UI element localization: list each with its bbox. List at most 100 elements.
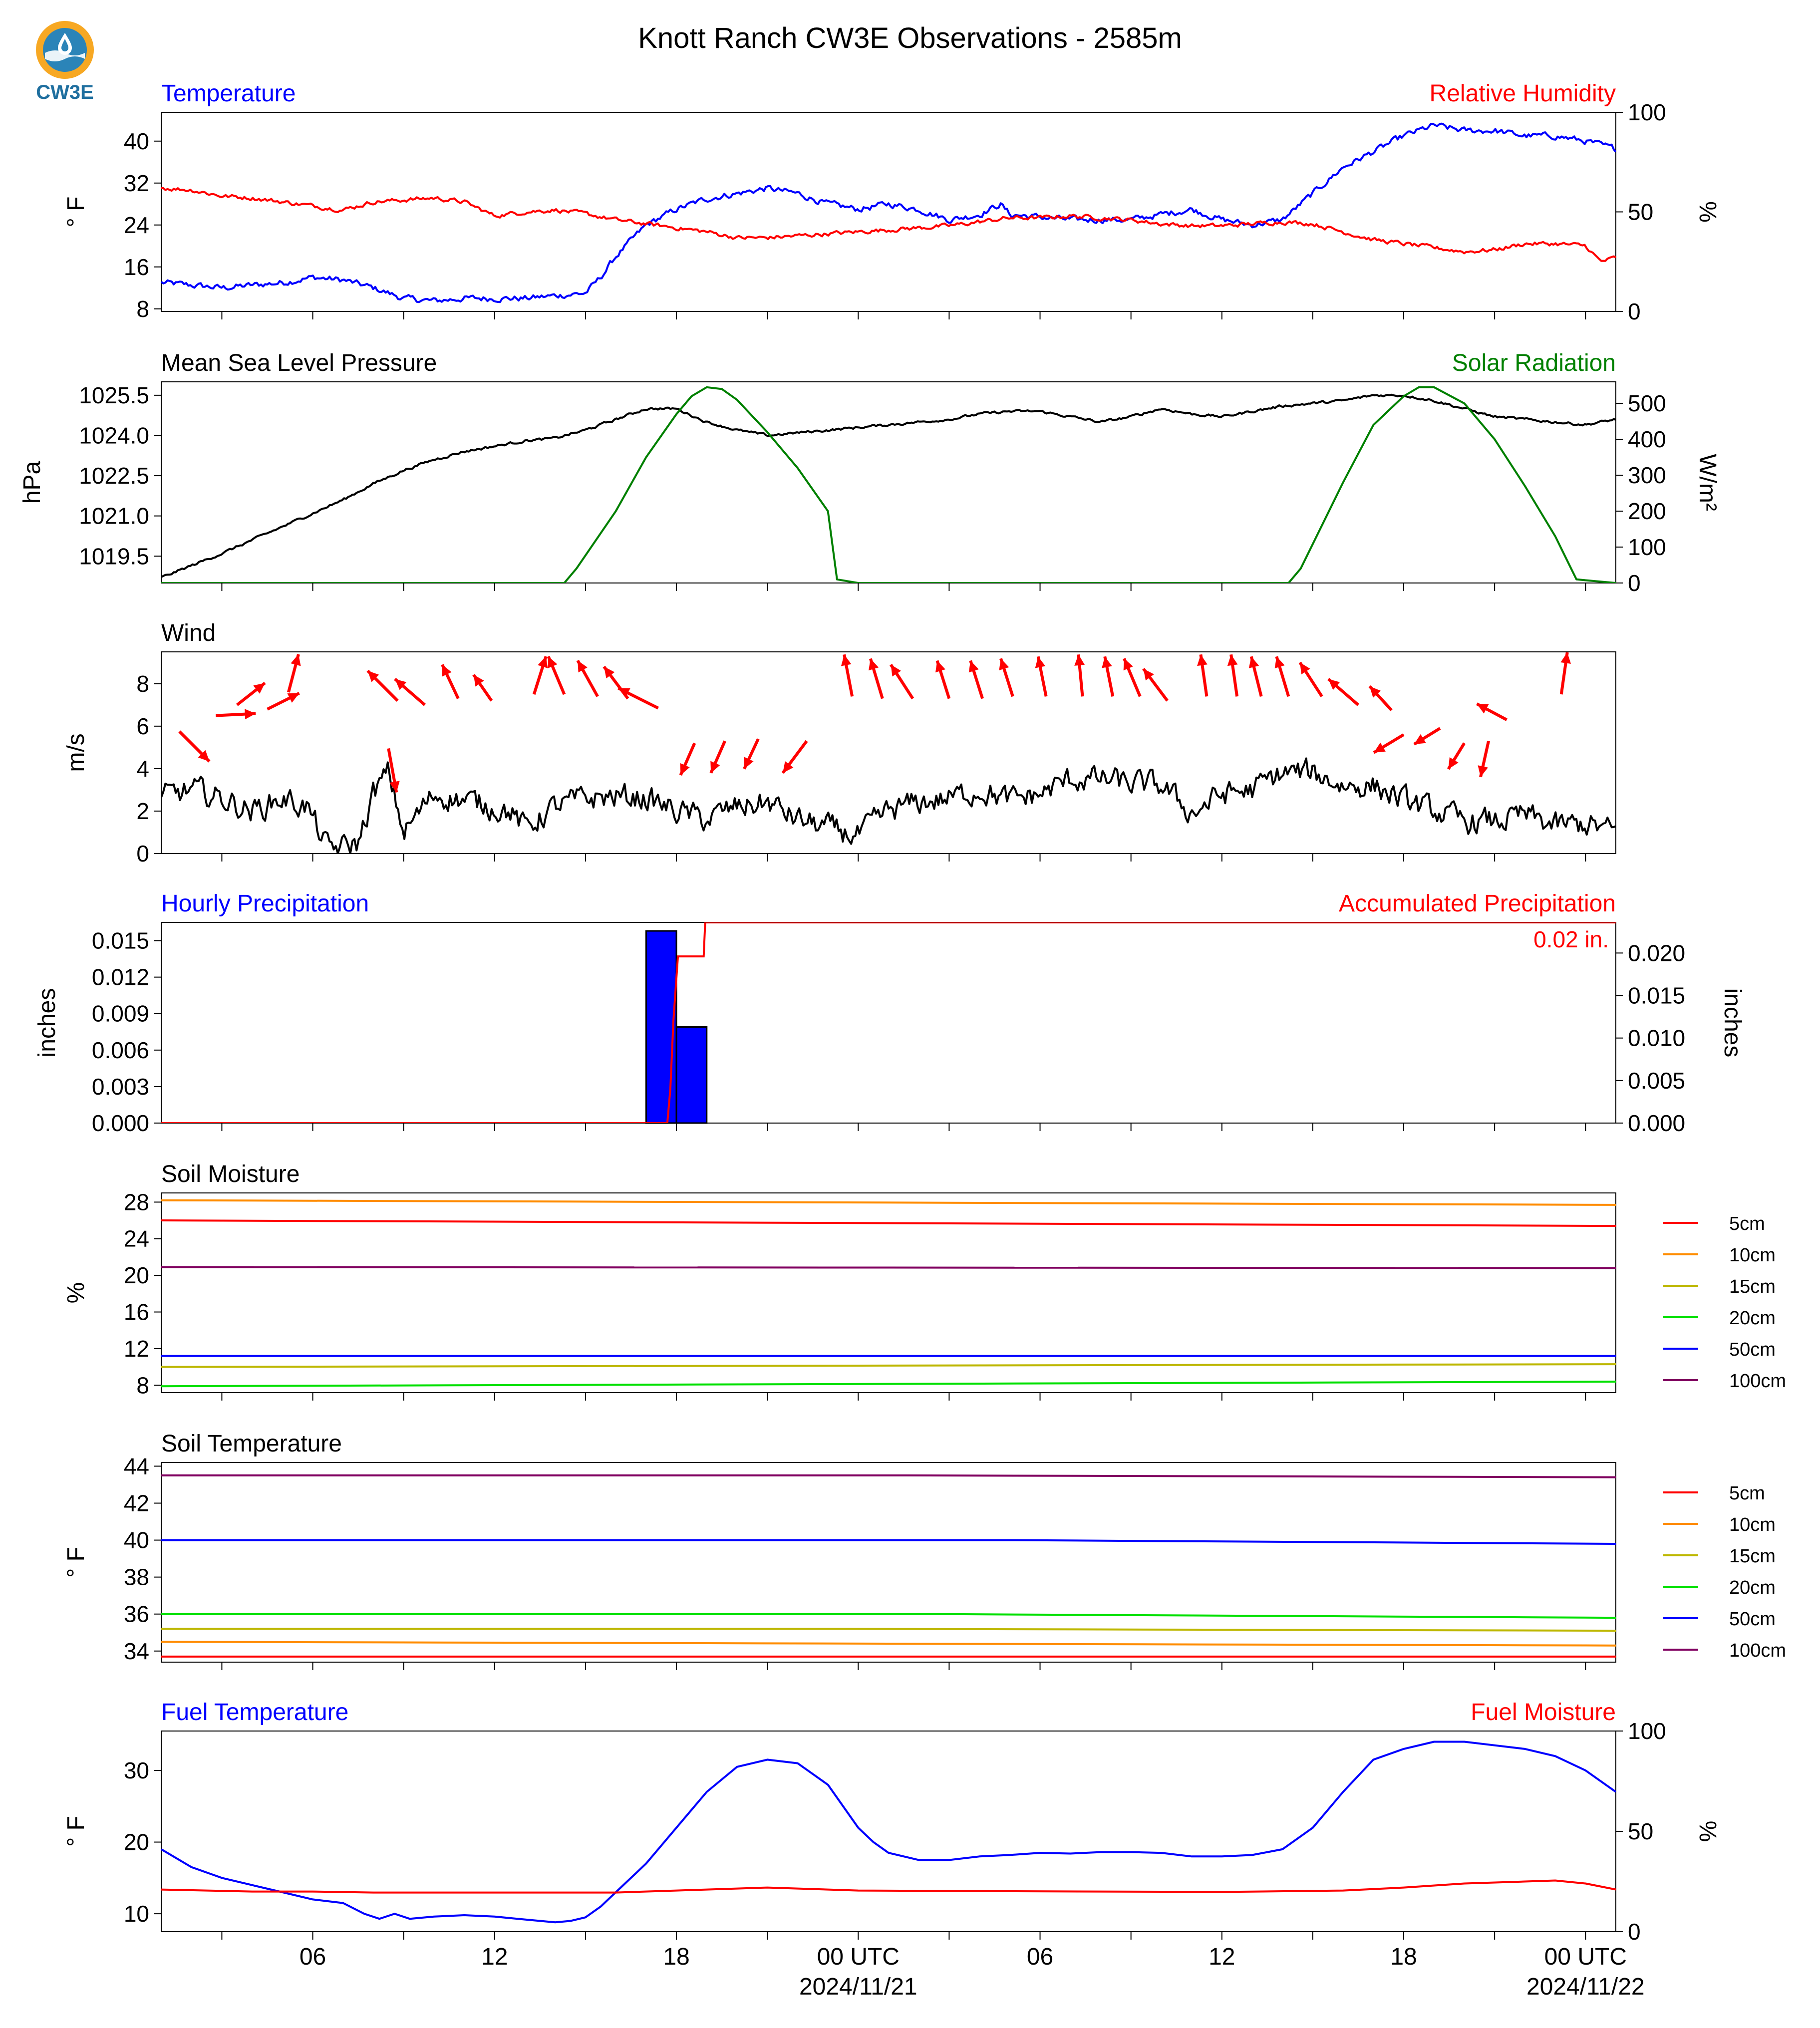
y-tick-label: 0 xyxy=(136,841,149,867)
y-tick-label: 42 xyxy=(124,1490,149,1516)
y-tick-label: 1024.0 xyxy=(79,422,149,448)
y-tick-label: 0.003 xyxy=(92,1074,149,1100)
series-line xyxy=(161,1740,1616,1924)
y-right-tick-label: 100 xyxy=(1628,534,1666,560)
y-right-tick-label: 100 xyxy=(1628,99,1666,125)
panel-precip: Hourly Precipitation Accumulated Precipit… xyxy=(34,890,1746,1136)
series-line xyxy=(161,1539,1616,1545)
wind-arrow-head xyxy=(1369,686,1381,698)
wind-arrow-head xyxy=(744,757,754,769)
legend-label: 20cm xyxy=(1729,1308,1776,1329)
y-tick-label: 8 xyxy=(136,296,149,322)
series-line xyxy=(161,1363,1616,1368)
wind-arrow-head xyxy=(1328,679,1340,690)
legend-label: 50cm xyxy=(1729,1609,1776,1630)
wind-arrow-head xyxy=(891,664,902,677)
panel-title-right: Relative Humidity xyxy=(1430,80,1616,107)
y-tick-label: 16 xyxy=(124,1299,149,1325)
y-tick-label: 12 xyxy=(124,1336,149,1362)
y-tick-label: 38 xyxy=(124,1564,149,1590)
wind-arrow-head xyxy=(618,688,630,698)
wind-arrow-head xyxy=(473,674,484,687)
wind-arrow-head xyxy=(1197,654,1208,666)
x-tick-label: 06 xyxy=(300,1944,326,1970)
panel-title-left: Soil Moisture xyxy=(161,1161,300,1187)
x-tick-label: 18 xyxy=(1390,1944,1417,1970)
panel-title-left: Fuel Temperature xyxy=(161,1699,348,1726)
y-tick-label: 0.015 xyxy=(92,928,149,954)
panel-soil_temp: Soil Temperature 34 36 38 40 42 44 ° F xyxy=(63,1431,1616,1670)
wind-arrow-head xyxy=(389,781,400,793)
plot-frame xyxy=(161,1731,1616,1932)
panel-title-left: Temperature xyxy=(161,80,296,107)
y-tick-label: 8 xyxy=(136,671,149,697)
plot-frame xyxy=(161,1192,1616,1393)
y-right-tick-label: 300 xyxy=(1628,462,1666,488)
y-tick-label: 34 xyxy=(124,1638,149,1664)
panel-temp_rh: Temperature Relative Humidity 8 16 24 32 40 ° F… xyxy=(63,80,1721,324)
y-tick-label: 1021.0 xyxy=(79,503,149,529)
y-tick-label: 8 xyxy=(136,1372,149,1398)
y-right-tick-label: 0 xyxy=(1628,570,1641,596)
wind-arrow-head xyxy=(1300,662,1310,675)
legend-label: 20cm xyxy=(1729,1577,1776,1598)
panel-title-left: Mean Sea Level Pressure xyxy=(161,350,437,376)
series-line xyxy=(161,1266,1616,1269)
x-tick-label: 12 xyxy=(481,1944,508,1970)
accum-precip-line xyxy=(161,922,1616,1123)
series-line xyxy=(161,757,1616,854)
x-tick-date-label: 2024/11/21 xyxy=(799,1974,917,2000)
legend-label: 100cm xyxy=(1729,1371,1786,1392)
wind-arrow-head xyxy=(1035,656,1046,668)
y-right-tick-label: 50 xyxy=(1628,1818,1653,1844)
y-right-axis-label: W/m² xyxy=(1694,454,1721,511)
wind-arrow-head xyxy=(1143,668,1154,681)
wind-arrow-head xyxy=(1227,654,1238,666)
wind-arrow-head xyxy=(198,750,210,762)
wind-arrow-head xyxy=(999,658,1009,671)
precip-bar xyxy=(675,1026,708,1124)
precip-bar xyxy=(645,930,677,1124)
wind-arrow-head xyxy=(1477,704,1489,714)
legend-label: 10cm xyxy=(1729,1514,1776,1535)
series-line xyxy=(161,122,1616,303)
y-tick-label: 0.000 xyxy=(92,1110,149,1136)
plot-frame xyxy=(161,112,1616,312)
y-tick-label: 0.012 xyxy=(92,964,149,990)
y-axis-label: hPa xyxy=(19,461,45,504)
series-line xyxy=(161,1199,1616,1206)
y-axis-label: % xyxy=(63,1282,89,1304)
y-right-tick-label: 500 xyxy=(1628,390,1666,416)
x-tick-label: 00 UTC xyxy=(1544,1944,1627,1970)
plot-frame xyxy=(161,1462,1616,1663)
y-right-tick-label: 0.005 xyxy=(1628,1068,1685,1094)
wind-arrow-head xyxy=(1448,757,1459,769)
y-tick-label: 40 xyxy=(124,128,149,154)
cw3e-logo-graphic: CW3E xyxy=(36,21,94,103)
logo-text: CW3E xyxy=(36,81,94,103)
series-line xyxy=(161,1219,1616,1227)
wind-arrow-head xyxy=(604,666,615,679)
wind-arrow-head xyxy=(1274,656,1285,669)
wind-arrow-head xyxy=(1123,658,1133,671)
y-axis-label: ° F xyxy=(63,197,89,228)
panel-title-right: Accumulated Precipitation xyxy=(1339,890,1616,917)
wind-arrow-head xyxy=(578,660,588,673)
y-axis-label: m/s xyxy=(63,733,89,772)
x-tick-label: 00 UTC xyxy=(817,1944,900,1970)
y-tick-label: 40 xyxy=(124,1527,149,1553)
y-right-tick-label: 400 xyxy=(1628,426,1666,452)
y-axis-label: ° F xyxy=(63,1547,89,1578)
y-tick-label: 6 xyxy=(136,713,149,739)
x-tick-date-label: 2024/11/22 xyxy=(1526,1974,1645,2000)
series-line xyxy=(161,1628,1616,1632)
wind-arrow-head xyxy=(1374,742,1386,753)
legend-label: 15cm xyxy=(1729,1276,1776,1297)
y-tick-label: 10 xyxy=(124,1901,149,1927)
wind-arrow-head xyxy=(680,763,690,775)
series-line xyxy=(161,393,1616,578)
wind-arrow-head xyxy=(710,761,720,773)
y-tick-label: 0.009 xyxy=(92,1001,149,1027)
